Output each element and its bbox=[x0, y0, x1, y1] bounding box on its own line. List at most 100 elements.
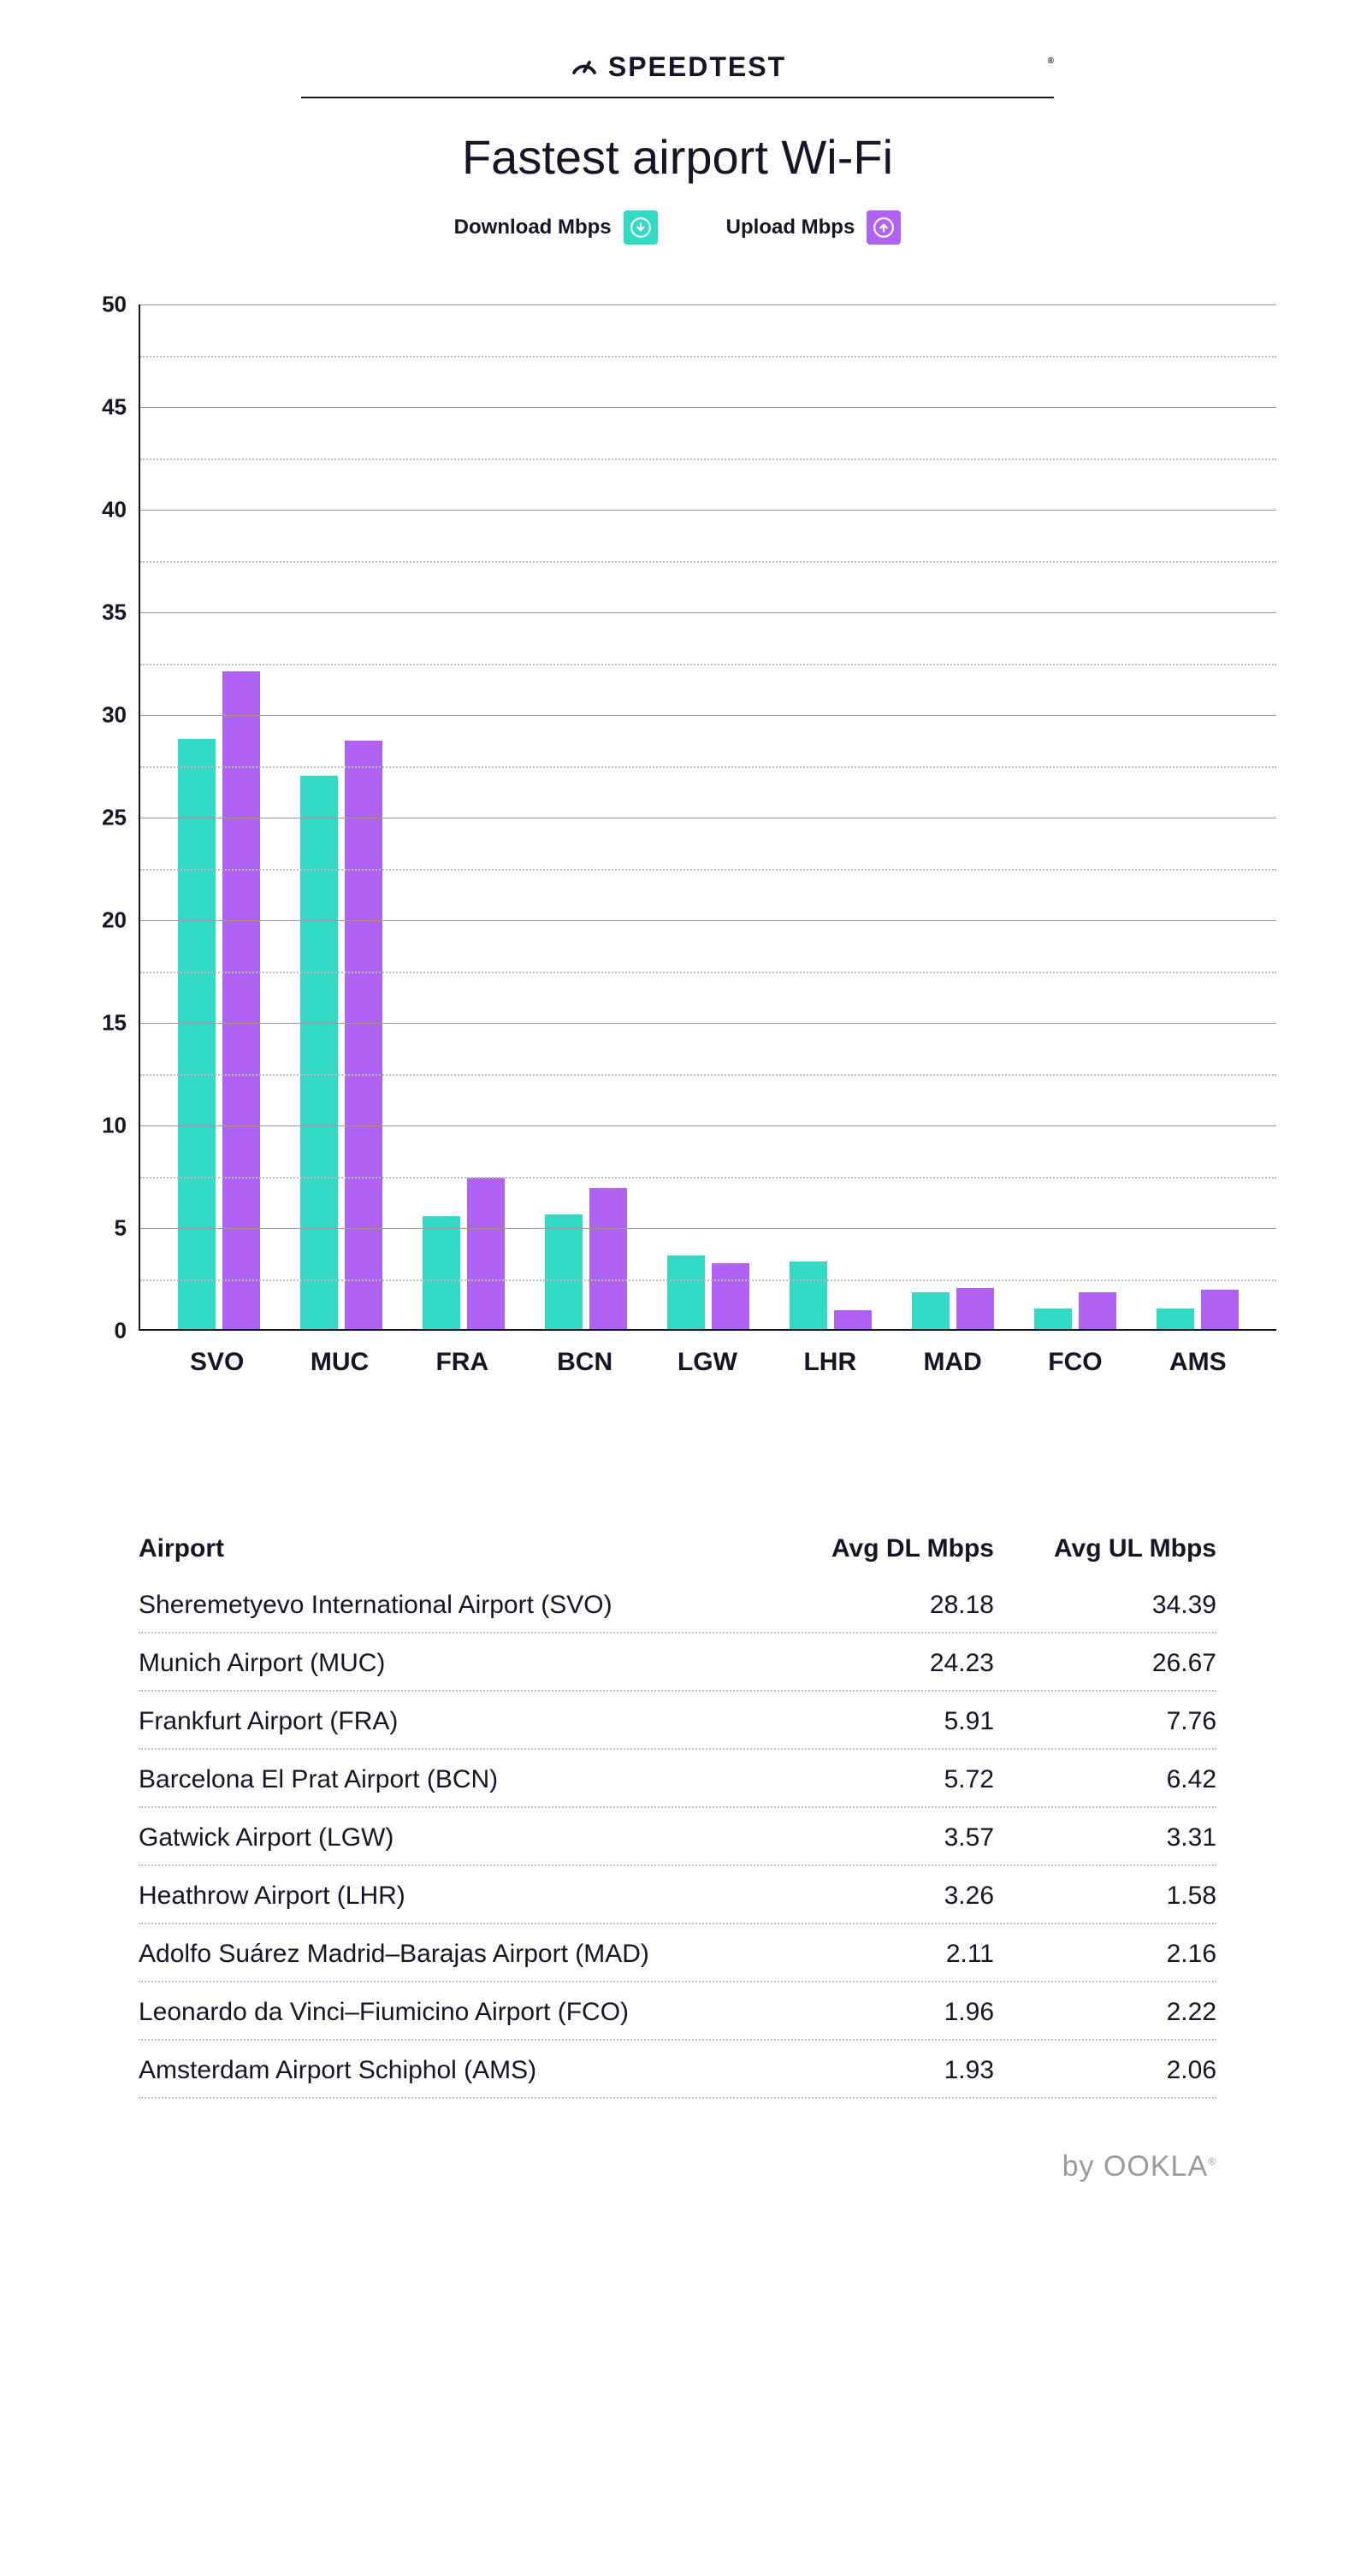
upload-icon bbox=[867, 210, 901, 245]
bar-download bbox=[912, 1292, 950, 1329]
cell-ul: 6.42 bbox=[994, 1765, 1216, 1794]
data-table: Airport Avg DL Mbps Avg UL Mbps Sheremet… bbox=[139, 1519, 1216, 2099]
x-axis-labels: SVOMUCFRABCNLGWLHRMADFCOAMS bbox=[139, 1348, 1276, 1377]
y-tick: 10 bbox=[102, 1113, 127, 1139]
y-tick: 0 bbox=[115, 1318, 127, 1344]
bar-upload bbox=[712, 1263, 749, 1329]
cell-airport: Sheremetyevo International Airport (SVO) bbox=[139, 1591, 772, 1620]
cell-ul: 7.76 bbox=[994, 1707, 1216, 1736]
gridline-major bbox=[140, 612, 1276, 613]
brand-header: SPEEDTEST ® bbox=[301, 51, 1054, 98]
gridline-minor bbox=[140, 356, 1276, 357]
x-label: AMS bbox=[1137, 1348, 1259, 1377]
byline-reg: ® bbox=[1208, 2156, 1216, 2168]
cell-ul: 2.06 bbox=[994, 2056, 1216, 2085]
cell-airport: Adolfo Suárez Madrid–Barajas Airport (MA… bbox=[139, 1940, 772, 1969]
bar-download bbox=[178, 739, 216, 1329]
bar-upload bbox=[956, 1288, 994, 1329]
bar-chart: 05101520253035404550 SVOMUCFRABCNLGWLHRM… bbox=[79, 304, 1276, 1399]
gridline-major bbox=[140, 1228, 1276, 1229]
table-header: Airport Avg DL Mbps Avg UL Mbps bbox=[139, 1519, 1216, 1575]
cell-dl: 1.93 bbox=[772, 2056, 994, 2085]
table-row: Adolfo Suárez Madrid–Barajas Airport (MA… bbox=[139, 1924, 1216, 1982]
gridline-major bbox=[140, 304, 1276, 305]
bar-upload bbox=[467, 1178, 505, 1329]
cell-dl: 3.26 bbox=[772, 1882, 994, 1911]
legend-download-label: Download Mbps bbox=[454, 216, 612, 239]
col-header-dl: Avg DL Mbps bbox=[772, 1534, 994, 1563]
gridline-minor bbox=[140, 766, 1276, 768]
cell-dl: 3.57 bbox=[772, 1823, 994, 1852]
cell-ul: 26.67 bbox=[994, 1649, 1216, 1678]
bar-download bbox=[1034, 1309, 1072, 1329]
x-label: SVO bbox=[156, 1348, 278, 1377]
bar-download bbox=[1157, 1309, 1194, 1329]
speedtest-icon bbox=[569, 52, 600, 83]
x-label: FCO bbox=[1014, 1348, 1136, 1377]
bar-upload bbox=[589, 1188, 627, 1329]
cell-dl: 28.18 bbox=[772, 1591, 994, 1620]
cell-dl: 5.72 bbox=[772, 1765, 994, 1794]
bar-download bbox=[790, 1261, 827, 1329]
table-row: Leonardo da Vinci–Fiumicino Airport (FCO… bbox=[139, 1982, 1216, 2041]
bar-download bbox=[545, 1214, 583, 1329]
col-header-airport: Airport bbox=[139, 1534, 772, 1563]
y-axis: 05101520253035404550 bbox=[79, 304, 139, 1331]
brand-text: SPEEDTEST bbox=[608, 51, 786, 83]
y-tick: 5 bbox=[115, 1215, 127, 1242]
table-row: Gatwick Airport (LGW)3.573.31 bbox=[139, 1808, 1216, 1866]
table-row: Barcelona El Prat Airport (BCN)5.726.42 bbox=[139, 1750, 1216, 1808]
cell-airport: Gatwick Airport (LGW) bbox=[139, 1823, 772, 1852]
page-title: Fastest airport Wi-Fi bbox=[462, 129, 893, 185]
bar-upload bbox=[1079, 1292, 1116, 1329]
x-label: MUC bbox=[278, 1348, 400, 1377]
y-tick: 15 bbox=[102, 1010, 127, 1037]
bar-upload bbox=[222, 671, 260, 1329]
y-tick: 50 bbox=[102, 292, 127, 318]
cell-ul: 3.31 bbox=[994, 1823, 1216, 1852]
legend-upload-label: Upload Mbps bbox=[726, 216, 855, 239]
gridline-minor bbox=[140, 869, 1276, 871]
table-row: Frankfurt Airport (FRA)5.917.76 bbox=[139, 1692, 1216, 1750]
cell-dl: 5.91 bbox=[772, 1707, 994, 1736]
cell-dl: 24.23 bbox=[772, 1649, 994, 1678]
y-tick: 40 bbox=[102, 497, 127, 523]
gridline-minor bbox=[140, 458, 1276, 460]
gridline-minor bbox=[140, 664, 1276, 665]
gridline-minor bbox=[140, 1177, 1276, 1179]
cell-ul: 2.16 bbox=[994, 1940, 1216, 1969]
table-body: Sheremetyevo International Airport (SVO)… bbox=[139, 1575, 1216, 2099]
y-tick: 45 bbox=[102, 394, 127, 421]
gridline-major bbox=[140, 510, 1276, 511]
y-tick: 35 bbox=[102, 600, 127, 626]
col-header-ul: Avg UL Mbps bbox=[994, 1534, 1216, 1563]
cell-ul: 2.22 bbox=[994, 1998, 1216, 2027]
x-label: FRA bbox=[401, 1348, 524, 1377]
cell-ul: 1.58 bbox=[994, 1882, 1216, 1911]
bar-upload bbox=[1201, 1290, 1239, 1329]
gridline-major bbox=[140, 715, 1276, 716]
bar-download bbox=[423, 1216, 460, 1329]
x-label: MAD bbox=[891, 1348, 1014, 1377]
table-row: Amsterdam Airport Schiphol (AMS)1.932.06 bbox=[139, 2041, 1216, 2099]
y-tick: 30 bbox=[102, 702, 127, 729]
y-tick: 25 bbox=[102, 805, 127, 831]
cell-airport: Heathrow Airport (LHR) bbox=[139, 1882, 772, 1911]
cell-dl: 2.11 bbox=[772, 1940, 994, 1969]
plot-area bbox=[139, 304, 1276, 1331]
cell-airport: Frankfurt Airport (FRA) bbox=[139, 1707, 772, 1736]
gridline-minor bbox=[140, 1074, 1276, 1076]
chart-legend: Download Mbps Upload Mbps bbox=[454, 210, 902, 245]
bar-upload bbox=[834, 1310, 872, 1329]
gridline-minor bbox=[140, 561, 1276, 563]
byline-prefix: by bbox=[1062, 2150, 1104, 2183]
table-row: Sheremetyevo International Airport (SVO)… bbox=[139, 1575, 1216, 1634]
cell-airport: Barcelona El Prat Airport (BCN) bbox=[139, 1765, 772, 1794]
cell-airport: Munich Airport (MUC) bbox=[139, 1649, 772, 1678]
bar-download bbox=[667, 1256, 705, 1329]
byline-brand: OOKLA bbox=[1104, 2150, 1208, 2183]
legend-download: Download Mbps bbox=[454, 210, 658, 245]
x-label: LGW bbox=[646, 1348, 768, 1377]
bar-upload bbox=[345, 741, 382, 1329]
gridline-minor bbox=[140, 1279, 1276, 1281]
